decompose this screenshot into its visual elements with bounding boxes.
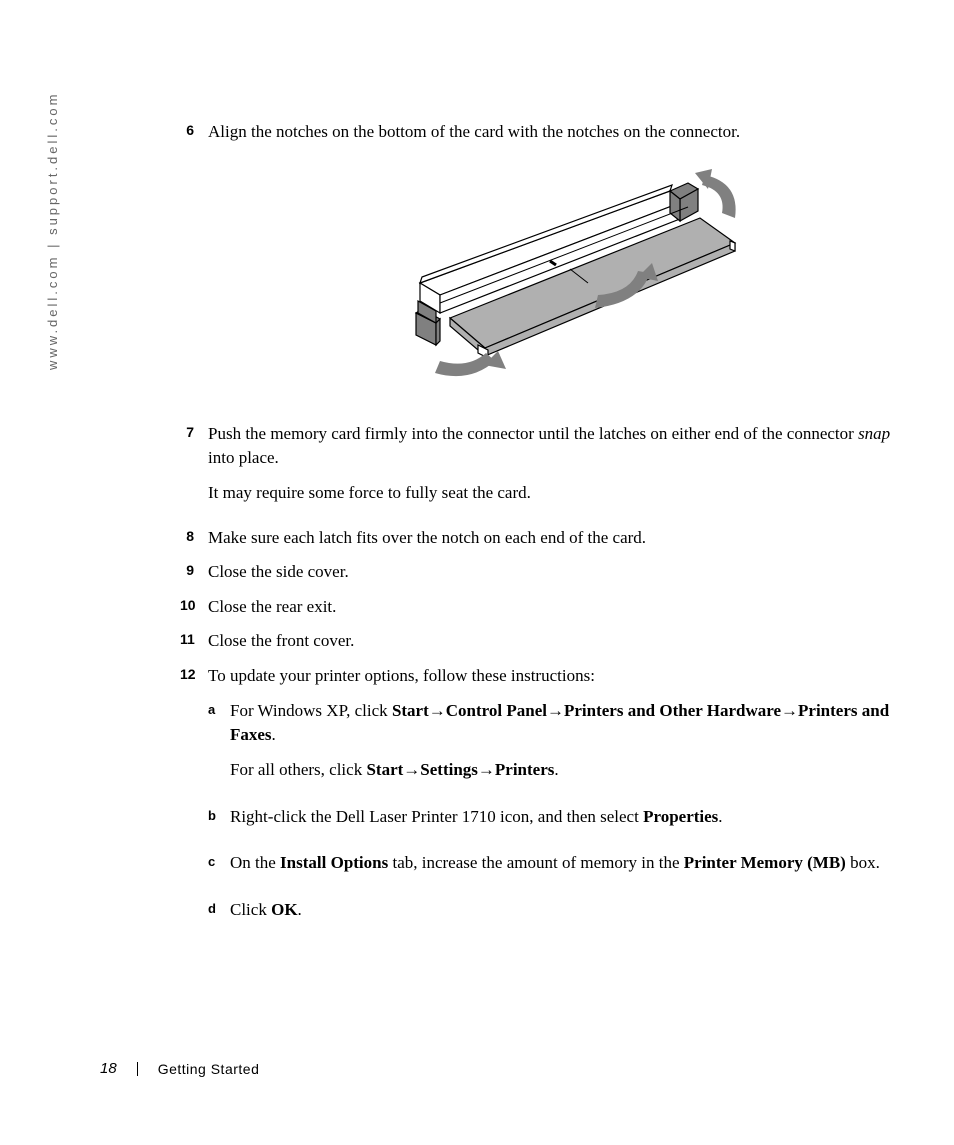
substep-a: a For Windows XP, click Start→Control Pa… <box>208 699 900 793</box>
step-number: 8 <box>180 526 208 544</box>
step-number: 10 <box>180 595 208 613</box>
step-9: 9 Close the side cover. <box>180 560 900 585</box>
substep-letter: d <box>208 898 230 916</box>
page-footer: 18 Getting Started <box>100 1060 259 1077</box>
step-text: Close the rear exit. <box>208 595 900 620</box>
text: Push the memory card firmly into the con… <box>208 424 858 443</box>
step-number: 9 <box>180 560 208 578</box>
manual-page: www.dell.com | support.dell.com 6 Align … <box>0 0 954 1145</box>
text: tab, increase the amount of memory in th… <box>388 853 684 872</box>
step-number: 7 <box>180 422 208 440</box>
arrow-icon: → <box>547 701 564 720</box>
italic-text: snap <box>858 424 890 443</box>
text: Click <box>230 900 271 919</box>
footer-divider <box>137 1062 138 1076</box>
bold-text: Properties <box>643 807 718 826</box>
text: . <box>554 760 558 779</box>
step-text: Make sure each latch fits over the notch… <box>208 526 900 551</box>
substep-text: On the Install Options tab, increase the… <box>230 851 900 886</box>
step-8: 8 Make sure each latch fits over the not… <box>180 526 900 551</box>
step-6: 6 Align the notches on the bottom of the… <box>180 120 900 145</box>
bold-text: Install Options <box>280 853 388 872</box>
arrow-icon: → <box>429 701 446 720</box>
text: . <box>272 725 276 744</box>
substep-d: d Click OK. <box>208 898 900 933</box>
bold-text: Settings <box>420 760 478 779</box>
step-number: 6 <box>180 120 208 138</box>
step-7: 7 Push the memory card firmly into the c… <box>180 422 900 516</box>
step-10: 10 Close the rear exit. <box>180 595 900 620</box>
substep-letter: c <box>208 851 230 869</box>
bold-text: Control Panel <box>446 701 547 720</box>
bold-text: Printer Memory (MB) <box>684 853 846 872</box>
step-number: 12 <box>180 664 208 682</box>
bold-text: Start <box>366 760 403 779</box>
substep-text: For Windows XP, click Start→Control Pane… <box>230 699 900 793</box>
arrow-icon: → <box>781 701 798 720</box>
bold-text: Printers <box>495 760 554 779</box>
step-number: 11 <box>180 629 208 647</box>
step-12: 12 To update your printer options, follo… <box>180 664 900 689</box>
step-11: 11 Close the front cover. <box>180 629 900 654</box>
substep-b: b Right-click the Dell Laser Printer 171… <box>208 805 900 840</box>
arrow-icon: → <box>478 760 495 779</box>
substep-letter: a <box>208 699 230 717</box>
step-text: Close the side cover. <box>208 560 900 585</box>
content-area: 6 Align the notches on the bottom of the… <box>180 120 900 933</box>
step-text: Close the front cover. <box>208 629 900 654</box>
arrow-top-icon <box>695 169 736 218</box>
substep-text: Right-click the Dell Laser Printer 1710 … <box>230 805 900 840</box>
step-text: To update your printer options, follow t… <box>208 664 900 689</box>
text: box. <box>846 853 880 872</box>
step-text: Push the memory card firmly into the con… <box>208 422 900 516</box>
sidebar-url: www.dell.com | support.dell.com <box>45 92 60 370</box>
text: . <box>718 807 722 826</box>
text: Right-click the Dell Laser Printer 1710 … <box>230 807 643 826</box>
bold-text: OK <box>271 900 297 919</box>
bold-text: Printers and Other Hardware <box>564 701 781 720</box>
text: It may require some force to fully seat … <box>208 481 900 506</box>
text: . <box>298 900 302 919</box>
text: into place. <box>208 448 279 467</box>
memory-card-diagram <box>180 163 900 398</box>
text: For all others, click <box>230 760 366 779</box>
substep-text: Click OK. <box>230 898 900 933</box>
arrow-icon: → <box>403 760 420 779</box>
arrow-bottom-icon <box>435 351 506 376</box>
substep-c: c On the Install Options tab, increase t… <box>208 851 900 886</box>
text: For Windows XP, click <box>230 701 392 720</box>
section-title: Getting Started <box>158 1061 260 1077</box>
page-number: 18 <box>100 1060 117 1077</box>
bold-text: Start <box>392 701 429 720</box>
step-text: Align the notches on the bottom of the c… <box>208 120 900 145</box>
text: On the <box>230 853 280 872</box>
memory-card-svg <box>340 163 740 393</box>
substep-letter: b <box>208 805 230 823</box>
